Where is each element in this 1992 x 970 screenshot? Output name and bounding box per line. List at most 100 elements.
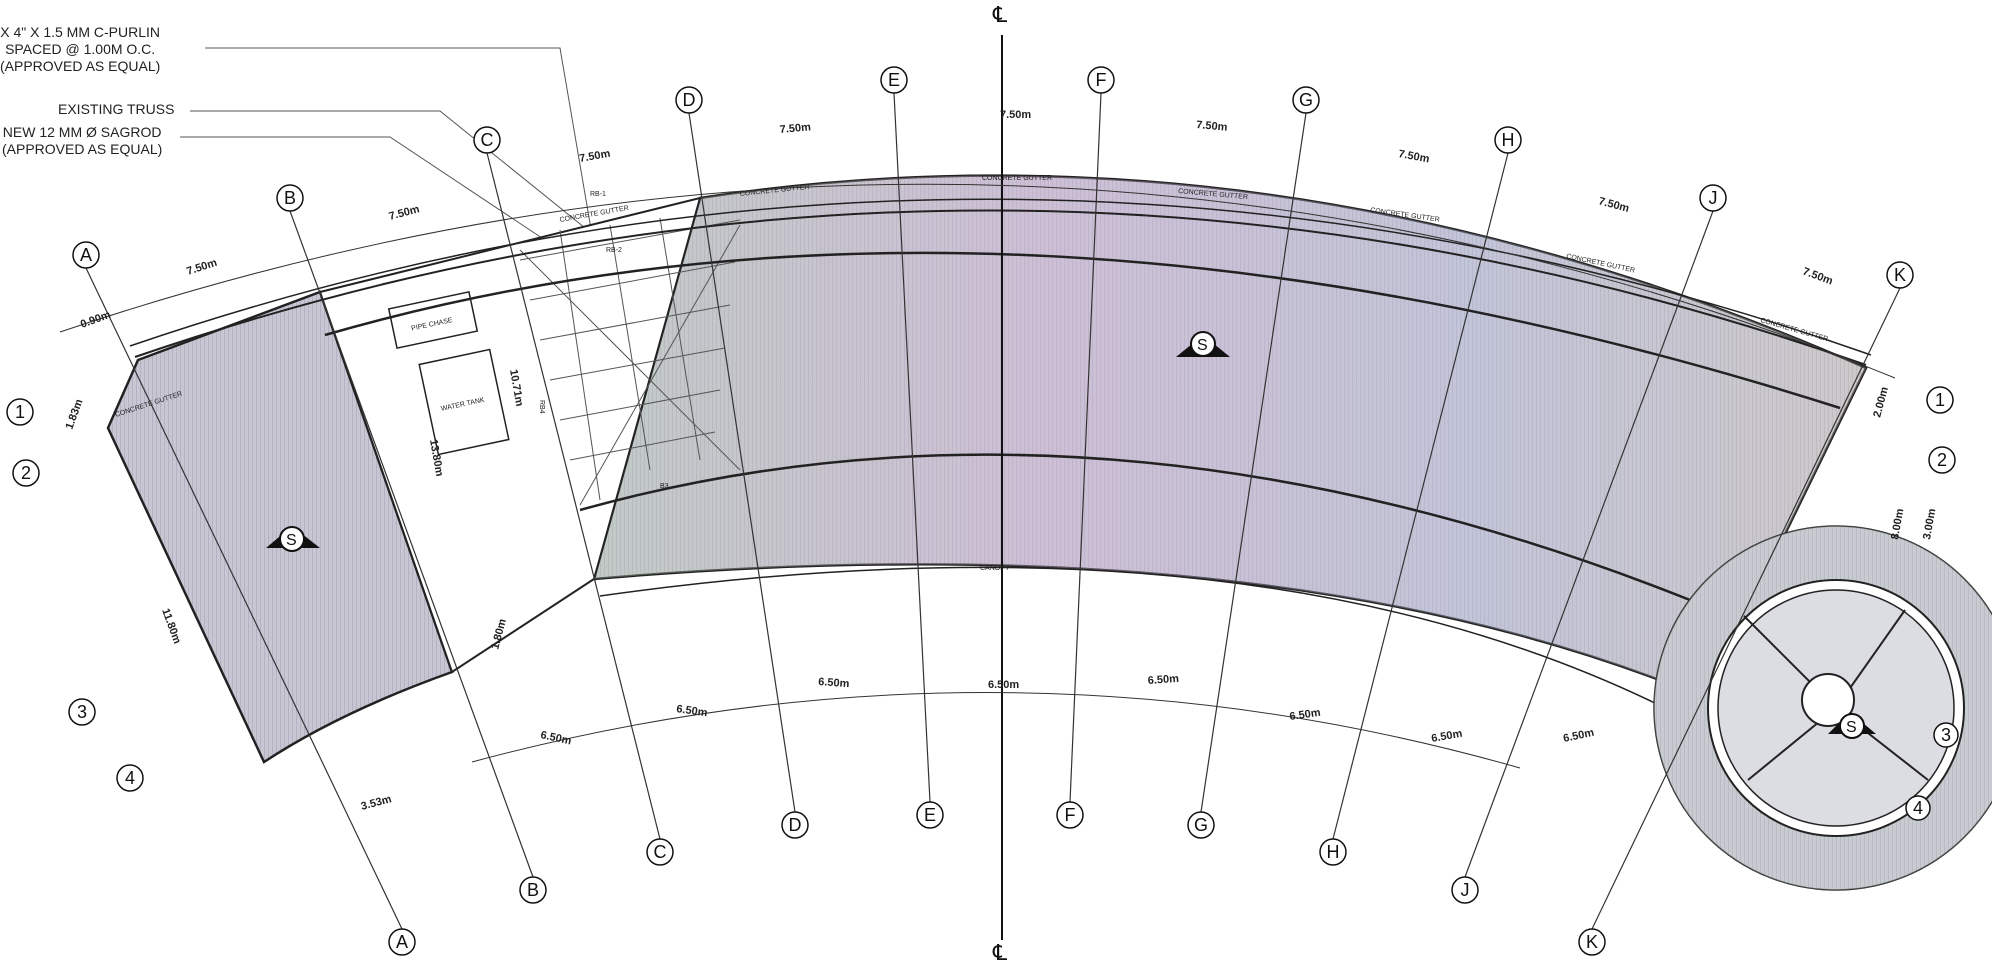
tower-core xyxy=(1801,673,1855,727)
grid-bubble-J-top: J xyxy=(1699,184,1727,212)
grid-bubble-label: E xyxy=(924,805,936,825)
grid-line-E xyxy=(893,92,931,803)
inner-dimension-line xyxy=(471,691,1521,769)
grid-line-C xyxy=(486,152,661,840)
b3-label: B3 xyxy=(660,483,669,490)
tower-bubble-number-4: 4 xyxy=(1905,795,1931,821)
slope-circle-icon-tower xyxy=(1839,713,1865,739)
grid-bubble-circle xyxy=(1187,811,1215,839)
grid-bubble-circle xyxy=(116,764,144,792)
sagrod-note: NEW 12 MM Ø SAGROD (APPROVED AS EQUAL) xyxy=(2,124,162,158)
slope-symbol-text-left: S xyxy=(286,532,297,549)
grid-line-D xyxy=(688,112,796,813)
tower-bubble-number-3: 3 xyxy=(1933,722,1959,748)
rb1-label: RB-1 xyxy=(590,191,606,198)
canopy-outline xyxy=(599,566,1701,727)
tower xyxy=(1653,525,1992,891)
purlin-note-line3: (APPROVED AS EQUAL) xyxy=(0,58,161,74)
grid-bubble-circle xyxy=(781,811,809,839)
grid-bubble-circle xyxy=(1494,126,1522,154)
dimension-left-small: 1.83m xyxy=(64,397,86,431)
grid-bubble-number-right-1: 1 xyxy=(1926,386,1954,414)
outer-dimension-label: 7.50m xyxy=(1000,109,1031,121)
outer-dimension-line xyxy=(59,183,1896,379)
dimension-right-edge: 2.00m xyxy=(1871,385,1891,418)
grid-bubble-label: K xyxy=(1894,265,1906,285)
grid-bubble-circle xyxy=(12,459,40,487)
dimension-tower-b: 8.00m xyxy=(1889,508,1906,541)
grid-line-K xyxy=(1591,287,1901,930)
slope-symbol-tower: S xyxy=(1828,712,1876,739)
grid-bubble-H-top: H xyxy=(1494,126,1522,154)
grid-bubble-label: 4 xyxy=(1913,798,1923,818)
grid-bubble-circle xyxy=(1928,446,1956,474)
grid-bubble-number-right-2: 2 xyxy=(1928,446,1956,474)
grid-bubbles: A A B B C C D D E E F F G G H H J J K K 1 2 3 4 1 2 3 4 xyxy=(6,66,1959,956)
grid-bubble-label: C xyxy=(654,842,667,862)
callout-leaders xyxy=(180,47,601,271)
grid-bubble-B-bottom: B xyxy=(519,876,547,904)
rb4-label: RB4 xyxy=(538,400,545,414)
grid-bubble-circle xyxy=(473,126,501,154)
grid-bubble-label: B xyxy=(284,188,296,208)
slope-symbol-main: S xyxy=(1176,331,1230,357)
inner-dimension-label: 6.50m xyxy=(1147,673,1179,687)
roof-beam-upper xyxy=(324,251,1841,410)
grid-bubble-H-bottom: H xyxy=(1319,838,1347,866)
grid-bubble-label: J xyxy=(1709,188,1718,208)
rb2-label: RB-2 xyxy=(606,247,622,254)
outer-dimension-label: 7.50m xyxy=(779,121,811,136)
dimension-bottom-left: 3.53m xyxy=(360,793,393,813)
grid-bubble-label: G xyxy=(1299,90,1313,110)
grid-bubble-circle xyxy=(1087,66,1115,94)
roof-color-tint xyxy=(594,175,1866,698)
grid-bubble-circle xyxy=(72,241,100,269)
grid-line-H xyxy=(1332,152,1509,840)
grid-bubble-circle xyxy=(1886,261,1914,289)
grid-bubble-label: 2 xyxy=(1937,450,1947,470)
grid-bubble-label: J xyxy=(1461,880,1470,900)
slope-symbol-text-tower: S xyxy=(1846,719,1857,736)
grid-bubble-circle xyxy=(1578,928,1606,956)
existing-truss-note: EXISTING TRUSS xyxy=(58,101,175,117)
grid-bubble-label: D xyxy=(683,90,696,110)
grid-bubble-D-bottom: D xyxy=(781,811,809,839)
grid-bubble-circle xyxy=(388,928,416,956)
gutter-outer xyxy=(129,198,1872,356)
grid-bubble-label: F xyxy=(1096,70,1107,90)
dimension-left-long: 11.80m xyxy=(159,607,183,646)
grid-line-F xyxy=(1069,92,1102,803)
grid-bubble-number-2: 2 xyxy=(12,459,40,487)
dimension-tower-a: 3.00m xyxy=(1921,508,1938,541)
sagrod-note-line2: (APPROVED AS EQUAL) xyxy=(2,141,163,157)
pipe-chase-box xyxy=(387,291,479,349)
grid-bubble-label: 3 xyxy=(77,702,87,722)
grid-bubble-circle xyxy=(916,801,944,829)
grid-bubble-circle xyxy=(646,838,674,866)
grid-lines xyxy=(85,92,1901,930)
grid-bubble-number-4: 4 xyxy=(116,764,144,792)
grid-bubble-circle xyxy=(6,398,34,426)
centerline-symbol-top: ℄ xyxy=(992,2,1008,27)
grid-bubble-label: C xyxy=(481,130,494,150)
concrete-gutter xyxy=(134,209,1867,366)
slope-circle-icon-left xyxy=(279,526,305,552)
grid-bubble-D-top: D xyxy=(675,86,703,114)
grid-bubble-circle xyxy=(1319,838,1347,866)
centerline-symbol-bottom: ℄ xyxy=(992,940,1008,965)
grid-bubble-label: D xyxy=(789,815,802,835)
grid-bubble-circle xyxy=(675,86,703,114)
outer-dimension-label: 7.50m xyxy=(1397,148,1430,165)
grid-bubble-circle xyxy=(68,698,96,726)
grid-line-A xyxy=(85,267,403,930)
grid-bubble-circle xyxy=(1292,86,1320,114)
sagrod-note-line1: NEW 12 MM Ø SAGROD xyxy=(2,124,162,140)
inner-dimension-label: 6.50m xyxy=(988,679,1019,691)
grid-bubble-label: 1 xyxy=(1935,390,1945,410)
grid-bubble-label: 3 xyxy=(1941,725,1951,745)
grid-bubble-label: E xyxy=(888,70,900,90)
grid-bubble-label: B xyxy=(527,880,539,900)
grid-bubble-F-bottom: F xyxy=(1056,801,1084,829)
outer-dimension-label: 7.50m xyxy=(185,257,219,278)
grid-bubble-K-top: K xyxy=(1886,261,1914,289)
